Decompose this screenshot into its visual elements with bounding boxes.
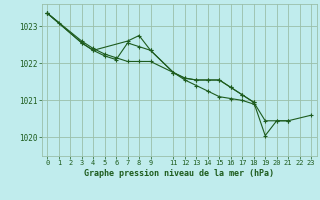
X-axis label: Graphe pression niveau de la mer (hPa): Graphe pression niveau de la mer (hPa) [84, 169, 274, 178]
